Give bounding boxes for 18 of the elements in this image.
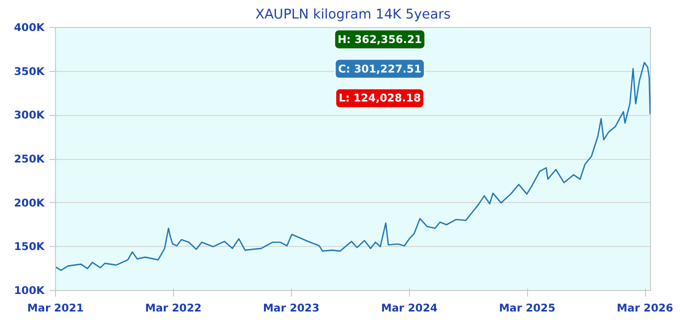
x-tick-label: Mar 2025: [498, 302, 556, 314]
y-tick-label: 250K: [14, 152, 46, 166]
x-tick-label: Mar 2023: [262, 302, 320, 314]
annotation: L: 124,028.18: [338, 92, 421, 105]
annotation: H: 362,356.21: [338, 32, 422, 46]
y-tick-label: 300K: [14, 108, 46, 122]
y-tick-label: 200K: [14, 196, 46, 210]
y-tick-label: 350K: [14, 64, 46, 78]
annotation: C: 301,227.51: [338, 62, 422, 76]
x-tick-label: Mar 2026: [616, 302, 674, 314]
chart-title: XAUPLN kilogram 14K 5years: [255, 8, 451, 22]
x-tick-label: Mar 2024: [381, 302, 438, 314]
y-tick-label: 400K: [14, 21, 46, 34]
line-series: [56, 62, 650, 271]
x-tick-label: Mar 2022: [145, 302, 202, 314]
y-tick-label: 100K: [14, 284, 46, 297]
y-tick-label: 150K: [14, 240, 46, 254]
x-tick-label: Mar 2021: [27, 302, 84, 314]
